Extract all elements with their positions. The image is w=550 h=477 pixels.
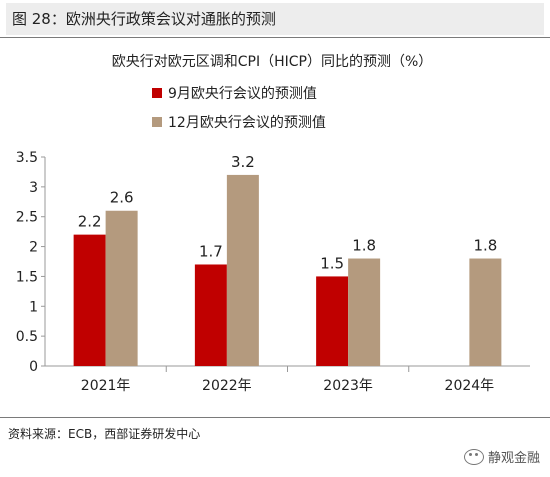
bar-0-1: [194, 264, 227, 366]
data-label-0-1: 1.7: [199, 242, 223, 260]
bar-chart: 欧央行对欧元区调和CPI（HICP）同比的预测（%） 9月欧央行会议的预测值12…: [16, 54, 530, 394]
data-label-1-0: 2.6: [110, 189, 134, 207]
x-tick-label: 2022年: [202, 378, 252, 394]
bar-1-3: [469, 258, 502, 366]
watermark: 静观金融: [463, 447, 540, 466]
bar-0-0: [73, 234, 106, 366]
y-tick-label: 2: [29, 240, 38, 256]
data-label-1-2: 1.8: [352, 237, 376, 255]
legend-label-1: 12月欧央行会议的预测值: [168, 115, 326, 131]
bars: [73, 174, 502, 366]
y-tick-label: 1.5: [16, 269, 38, 285]
top-rule: [0, 37, 550, 38]
y-axis: 0 0.5 1 1.5 2 2.5 3 3.5: [16, 150, 46, 375]
data-label-0-2: 1.5: [320, 254, 344, 272]
legend-swatch-1: [152, 117, 162, 127]
bar-1-0: [105, 210, 138, 366]
chart-title: 欧央行对欧元区调和CPI（HICP）同比的预测（%）: [112, 54, 433, 70]
x-tick-label: 2024年: [445, 378, 495, 394]
data-label-0-0: 2.2: [78, 213, 102, 231]
x-tick-label: 2021年: [81, 378, 131, 394]
wechat-icon: [463, 448, 484, 465]
bottom-rule: [0, 417, 550, 418]
chart-legend: 9月欧央行会议的预测值 12月欧央行会议的预测值: [152, 86, 326, 131]
x-axis: 2021年 2022年 2023年 2024年: [45, 365, 530, 394]
y-tick-label: 2.5: [16, 210, 38, 226]
y-tick-label: 1: [29, 299, 38, 315]
y-tick-label: 3: [29, 180, 38, 196]
data-labels: 2.2 1.7 1.5 2.6 3.2 1.8 1.8: [78, 153, 498, 273]
bar-1-2: [348, 258, 381, 366]
bar-0-2: [316, 276, 349, 366]
data-label-1-1: 3.2: [231, 153, 255, 171]
y-tick-label: 0: [29, 359, 38, 375]
x-tick-label: 2023年: [323, 378, 373, 394]
legend-swatch-0: [152, 88, 162, 98]
watermark-text: 静观金融: [487, 451, 540, 466]
figure-title: 图 28：欧洲央行政策会议对通胀的预测: [6, 3, 544, 35]
y-tick-label: 3.5: [16, 150, 38, 166]
bar-1-1: [226, 174, 259, 366]
legend-label-0: 9月欧央行会议的预测值: [168, 86, 317, 102]
source-note: 资料来源：ECB，西部证券研发中心: [8, 427, 201, 441]
data-label-1-3: 1.8: [473, 237, 497, 255]
y-tick-label: 0.5: [16, 329, 38, 345]
